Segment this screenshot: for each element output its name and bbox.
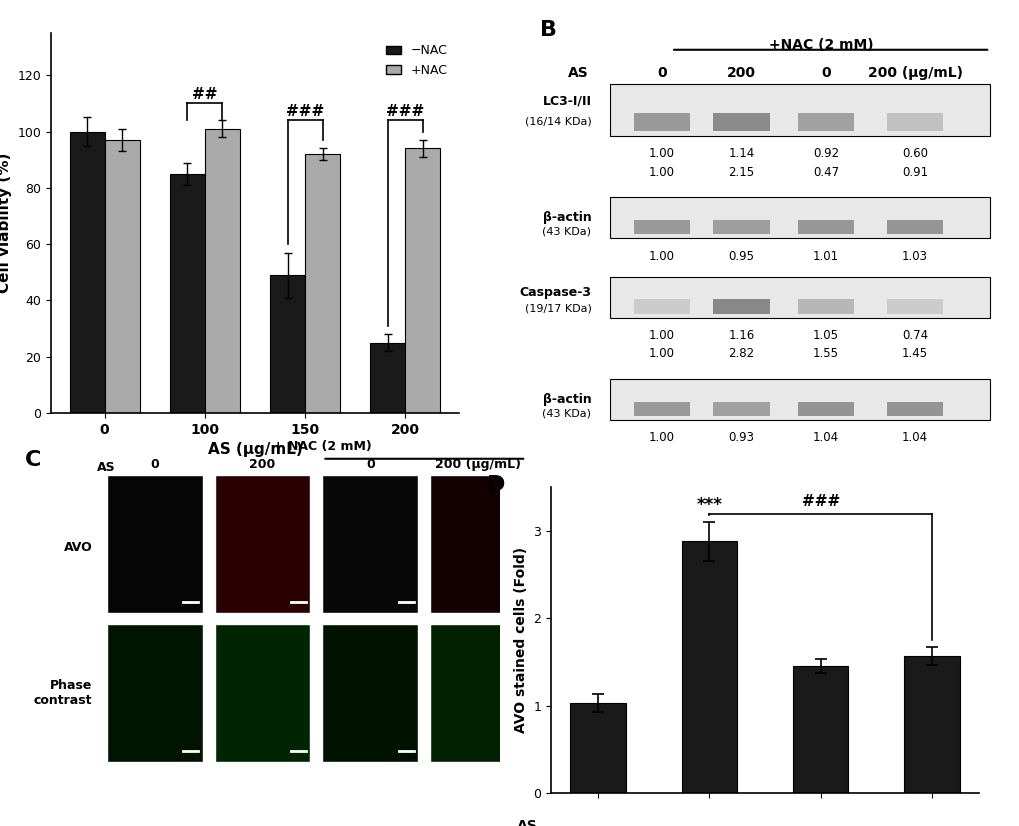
Bar [887,401,943,416]
Text: 1.16: 1.16 [728,330,754,342]
Text: 1.04: 1.04 [812,431,839,444]
Bar [609,379,989,420]
Text: 1.00: 1.00 [648,431,675,444]
Text: +NAC (2 mM): +NAC (2 mM) [768,38,872,52]
Text: 0: 0 [150,458,159,472]
Legend: −NAC, +NAC: −NAC, +NAC [380,40,452,82]
Bar [609,197,989,238]
Text: ###: ### [386,104,424,119]
Text: 1.14: 1.14 [728,147,754,160]
Text: 1.04: 1.04 [901,431,927,444]
Text: 1.00: 1.00 [648,165,675,178]
Text: 1.00: 1.00 [648,348,675,360]
Text: β-actin: β-actin [542,211,591,225]
Text: 0.60: 0.60 [901,147,927,160]
Bar [633,112,689,131]
Text: Phase
contrast: Phase contrast [34,679,93,707]
Text: ###: ### [801,494,839,509]
Bar [887,220,943,235]
Bar [887,299,943,314]
Bar [633,299,689,314]
Text: D: D [486,475,504,495]
Text: AS: AS [568,65,588,79]
Text: 0: 0 [366,458,374,472]
Bar [205,129,239,413]
Bar [797,112,853,131]
Bar [270,275,305,413]
Text: 0: 0 [656,65,666,79]
Text: 0.92: 0.92 [812,147,839,160]
Text: 0.47: 0.47 [812,165,839,178]
Bar [633,220,689,235]
Bar [305,154,340,413]
Text: 1.45: 1.45 [901,348,927,360]
Text: 2.82: 2.82 [728,348,754,360]
Y-axis label: AVO stained cells (Fold): AVO stained cells (Fold) [513,547,527,733]
Text: (16/14 KDa): (16/14 KDa) [524,116,591,126]
Bar [69,131,105,413]
Text: 200 (μg/mL): 200 (μg/mL) [435,458,521,472]
Bar [169,173,205,413]
Text: (19/17 KDa): (19/17 KDa) [524,304,591,314]
Bar [609,277,989,318]
X-axis label: AS (μg/mL): AS (μg/mL) [208,442,302,458]
Bar [797,299,853,314]
Text: 2.15: 2.15 [728,165,754,178]
Text: 200: 200 [249,458,275,472]
Text: 1.00: 1.00 [648,147,675,160]
Bar [570,703,626,793]
Text: ***: *** [696,496,721,514]
Text: 1.03: 1.03 [901,249,927,263]
Text: 0: 0 [820,65,830,79]
Text: ##: ## [192,87,217,102]
Bar [370,343,405,413]
Text: 1.01: 1.01 [812,249,839,263]
Bar [712,112,769,131]
Bar [797,220,853,235]
Bar [797,401,853,416]
Text: AVO: AVO [63,541,93,554]
Text: 200 (μg/mL): 200 (μg/mL) [867,65,962,79]
Text: 0.74: 0.74 [901,330,927,342]
Text: 1.05: 1.05 [812,330,839,342]
Bar [887,112,943,131]
Text: B: B [539,20,556,40]
Text: Caspase-3: Caspase-3 [519,287,591,299]
Bar [712,401,769,416]
Bar [792,667,848,793]
Bar [609,83,989,136]
Bar [405,149,440,413]
Text: 1.00: 1.00 [648,249,675,263]
Text: 200: 200 [727,65,755,79]
Text: + NAC (2 mM): + NAC (2 mM) [273,440,372,453]
Text: 0.95: 0.95 [728,249,754,263]
Text: AS: AS [516,819,537,826]
Text: (43 KDa): (43 KDa) [542,226,591,236]
Bar [681,542,737,793]
Text: ###: ### [285,104,324,119]
Text: 0.93: 0.93 [728,431,754,444]
Bar [633,401,689,416]
Y-axis label: Cell viability (%): Cell viability (%) [0,153,12,293]
Bar [712,220,769,235]
Text: LC3-I/II: LC3-I/II [542,94,591,107]
Bar [105,140,140,413]
Text: 1.55: 1.55 [812,348,839,360]
Text: AS: AS [97,462,115,474]
Text: 0.91: 0.91 [901,165,927,178]
Text: (43 KDa): (43 KDa) [542,408,591,418]
Text: C: C [25,449,42,470]
Text: β-actin: β-actin [542,393,591,406]
Bar [903,656,959,793]
Bar [712,299,769,314]
Text: 1.00: 1.00 [648,330,675,342]
